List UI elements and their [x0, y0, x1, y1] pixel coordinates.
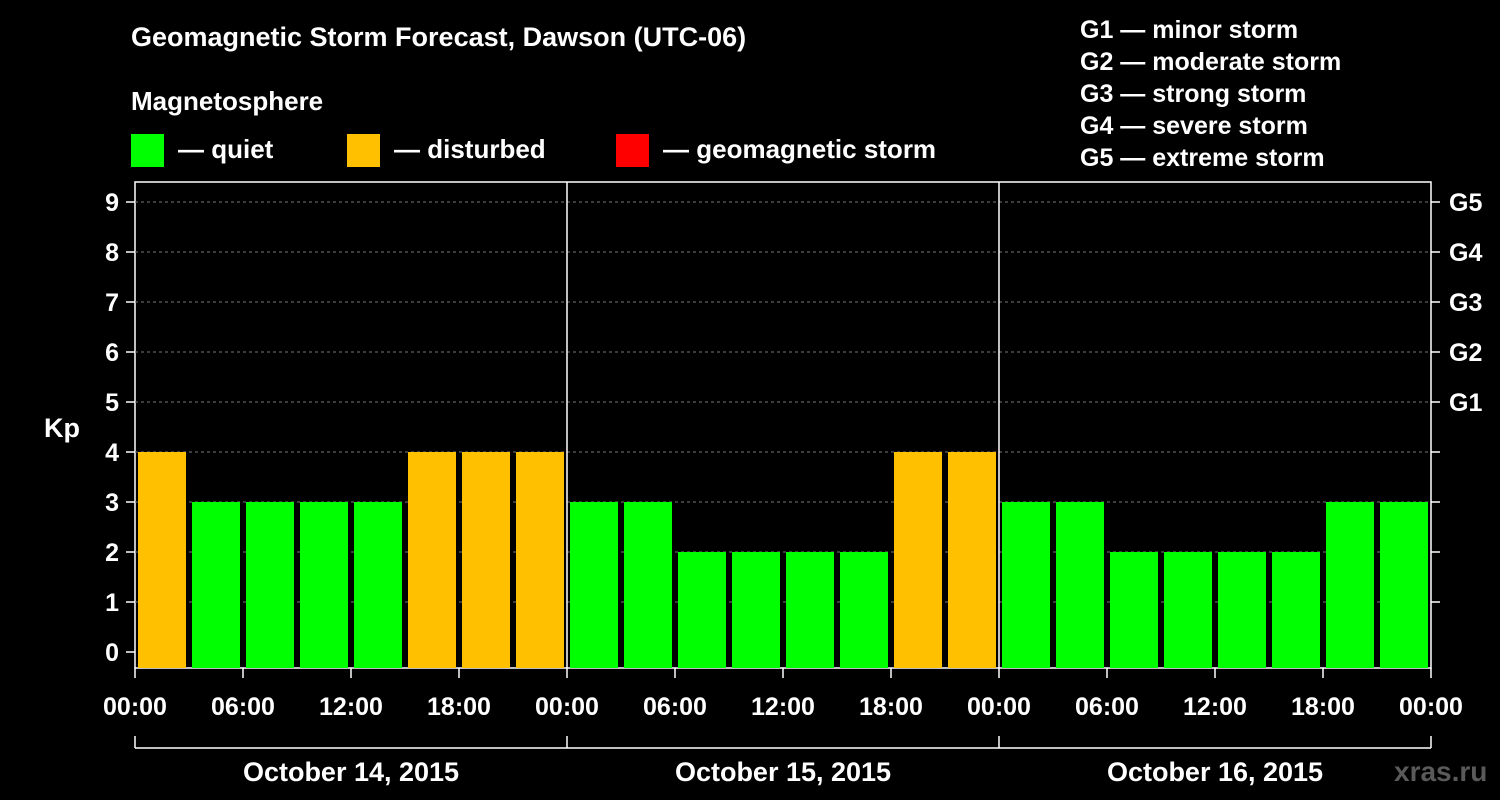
storm-level-g5: G5 — extreme storm — [1080, 144, 1325, 172]
kp-bar — [1002, 502, 1050, 668]
legend-swatch-storm — [616, 134, 649, 167]
x-tick-label: 12:00 — [1183, 693, 1247, 721]
y-tick-label: 1 — [105, 589, 119, 617]
x-tick-label: 18:00 — [859, 693, 923, 721]
storm-level-g4: G4 — severe storm — [1080, 112, 1308, 140]
kp-bar — [246, 502, 294, 668]
y-tick-label: 6 — [105, 339, 119, 367]
legend-swatch-quiet — [131, 134, 164, 167]
kp-bar — [192, 502, 240, 668]
kp-bar — [732, 552, 780, 668]
storm-level-g1: G1 — minor storm — [1080, 16, 1299, 44]
y-tick-label: 2 — [105, 539, 119, 567]
kp-bar — [1056, 502, 1104, 668]
x-tick-label: 12:00 — [751, 693, 815, 721]
g-scale-label: G5 — [1449, 189, 1482, 217]
g-scale-label: G4 — [1449, 239, 1482, 267]
watermark: xras.ru — [1394, 756, 1488, 787]
y-axis-label: Kp — [44, 413, 80, 443]
kp-bar — [1380, 502, 1428, 668]
kp-bar — [1110, 552, 1158, 668]
day-label: October 16, 2015 — [1107, 757, 1323, 787]
kp-bar — [354, 502, 402, 668]
x-tick-label: 18:00 — [1291, 693, 1355, 721]
kp-bar — [570, 502, 618, 668]
x-tick-label: 00:00 — [967, 693, 1031, 721]
legend-swatch-disturbed — [347, 134, 380, 167]
kp-bar — [678, 552, 726, 668]
kp-bar — [138, 452, 186, 668]
kp-bar — [408, 452, 456, 668]
y-tick-label: 0 — [105, 639, 119, 667]
x-tick-label: 00:00 — [1399, 693, 1463, 721]
kp-bar — [1272, 552, 1320, 668]
legend-label-disturbed: — disturbed — [394, 134, 546, 164]
x-tick-label: 06:00 — [211, 693, 275, 721]
kp-bar — [1164, 552, 1212, 668]
x-tick-label: 00:00 — [103, 693, 167, 721]
x-tick-label: 06:00 — [1075, 693, 1139, 721]
y-tick-label: 4 — [105, 439, 119, 467]
kp-bar — [786, 552, 834, 668]
day-label: October 14, 2015 — [243, 757, 459, 787]
y-tick-label: 7 — [105, 289, 119, 317]
x-tick-label: 18:00 — [427, 693, 491, 721]
g-scale-label: G1 — [1449, 389, 1482, 417]
kp-bar — [462, 452, 510, 668]
y-tick-label: 5 — [105, 389, 119, 417]
x-tick-label: 06:00 — [643, 693, 707, 721]
legend-label-quiet: — quiet — [178, 134, 274, 164]
kp-bar — [1218, 552, 1266, 668]
g-scale-label: G3 — [1449, 289, 1482, 317]
kp-bar — [894, 452, 942, 668]
chart-title: Geomagnetic Storm Forecast, Dawson (UTC-… — [131, 22, 747, 52]
y-tick-label: 3 — [105, 489, 119, 517]
storm-level-legend: G1 — minor storm G2 — moderate storm G3 … — [1080, 14, 1341, 174]
kp-bar — [948, 452, 996, 668]
x-tick-label: 00:00 — [535, 693, 599, 721]
kp-bar — [624, 502, 672, 668]
storm-level-g2: G2 — moderate storm — [1080, 48, 1342, 76]
g-scale-label: G2 — [1449, 339, 1482, 367]
x-tick-label: 12:00 — [319, 693, 383, 721]
day-label: October 15, 2015 — [675, 757, 891, 787]
legend-label-storm: — geomagnetic storm — [663, 134, 937, 164]
kp-bar — [516, 452, 564, 668]
storm-level-g3: G3 — strong storm — [1080, 80, 1307, 108]
kp-bar — [840, 552, 888, 668]
y-tick-label: 9 — [105, 189, 119, 217]
magnetosphere-heading: Magnetosphere — [131, 86, 324, 116]
kp-bar — [1326, 502, 1374, 668]
y-tick-label: 8 — [105, 239, 119, 267]
kp-bar — [300, 502, 348, 668]
